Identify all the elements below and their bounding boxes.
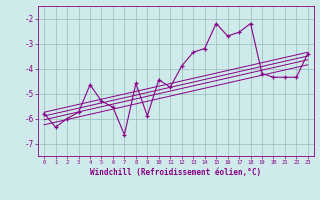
- X-axis label: Windchill (Refroidissement éolien,°C): Windchill (Refroidissement éolien,°C): [91, 168, 261, 177]
